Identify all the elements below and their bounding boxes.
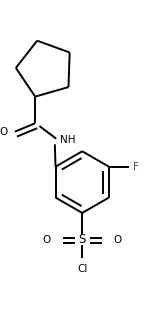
Text: S: S xyxy=(78,233,86,246)
Text: NH: NH xyxy=(60,135,76,145)
Text: O: O xyxy=(42,235,51,245)
Text: O: O xyxy=(114,235,122,245)
Text: Cl: Cl xyxy=(77,264,87,274)
Text: F: F xyxy=(133,162,139,172)
Text: O: O xyxy=(0,127,8,137)
